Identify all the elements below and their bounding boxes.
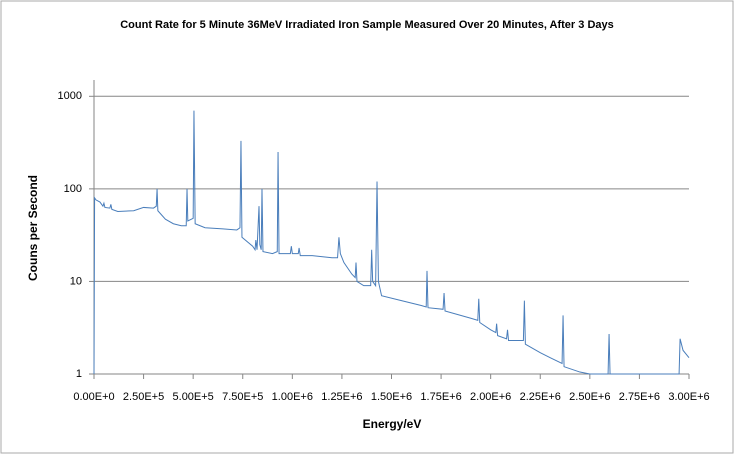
x-tick-label: 1.50E+6 [371, 391, 412, 403]
x-tick-label: 7.50E+5 [222, 391, 263, 403]
x-tick-label: 1.00E+6 [272, 391, 313, 403]
x-tick-label: 2.00E+6 [470, 391, 511, 403]
data-line [93, 110, 690, 375]
x-tick-label: 3.00E+6 [668, 391, 709, 403]
y-tick-label: 1000 [58, 90, 82, 102]
x-tick-label: 5.00E+5 [173, 391, 214, 403]
y-tick-label: 100 [64, 183, 82, 195]
x-tick-label: 0.00E+0 [73, 391, 114, 403]
x-tick-label: 1.25E+6 [321, 391, 362, 403]
x-tick-label: 1.75E+6 [420, 391, 461, 403]
x-axis-title: Energy/eV [363, 417, 422, 431]
x-tick-label: 2.50E+5 [123, 391, 164, 403]
x-tick-label: 2.75E+6 [619, 391, 660, 403]
y-tick-label: 1 [76, 368, 82, 380]
x-tick-label: 2.50E+6 [569, 391, 610, 403]
x-tick-label: 2.25E+6 [520, 391, 561, 403]
y-tick-label: 10 [70, 275, 82, 287]
y-axis-title: Couns per Second [26, 175, 40, 281]
chart-title: Count Rate for 5 Minute 36MeV Irradiated… [120, 19, 614, 31]
